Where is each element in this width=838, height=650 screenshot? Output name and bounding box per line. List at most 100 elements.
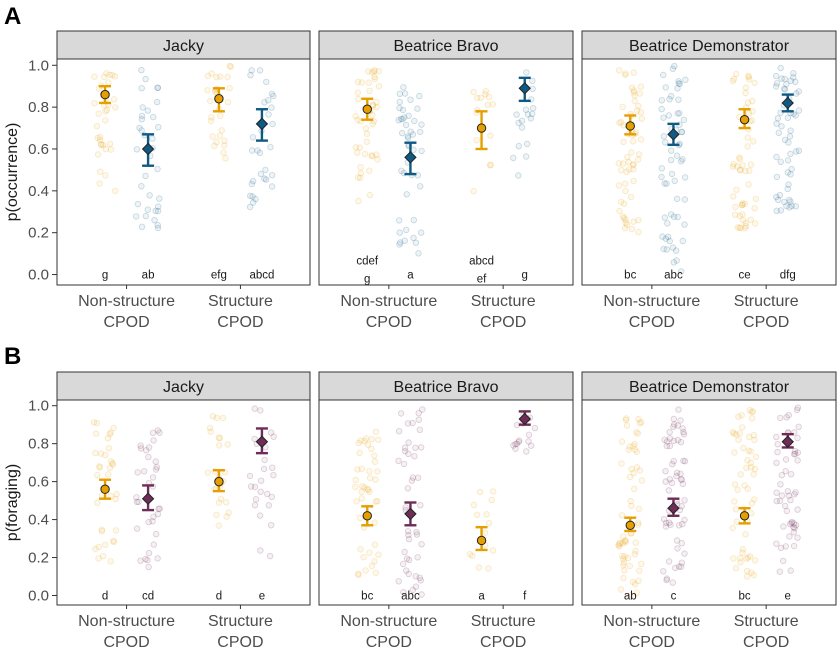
raw-point — [745, 447, 752, 454]
raw-point — [110, 538, 117, 546]
raw-point — [776, 568, 783, 575]
raw-point — [92, 449, 99, 457]
raw-point — [675, 96, 682, 103]
raw-point — [792, 489, 799, 496]
mean-point — [781, 96, 794, 110]
raw-point — [371, 67, 378, 74]
raw-point — [795, 88, 802, 95]
raw-point — [773, 433, 780, 441]
raw-point — [732, 506, 740, 513]
raw-point — [403, 555, 411, 562]
raw-point — [400, 460, 408, 468]
raw-point — [362, 125, 370, 132]
raw-point — [617, 586, 625, 593]
raw-points — [470, 87, 496, 195]
raw-point — [106, 464, 114, 471]
raw-point — [403, 226, 410, 234]
raw-point — [154, 203, 162, 210]
raw-point — [787, 171, 794, 178]
raw-point — [670, 213, 678, 220]
y-tick-label: 0.0 — [28, 588, 49, 605]
significance-label: abc — [401, 591, 420, 603]
raw-point — [681, 458, 689, 465]
raw-point — [103, 69, 110, 77]
raw-point — [782, 456, 790, 463]
raw-point — [628, 149, 635, 156]
raw-point — [680, 116, 688, 123]
raw-point — [96, 133, 104, 141]
raw-point — [414, 105, 421, 112]
x-tick-label: Structure — [208, 613, 273, 630]
raw-point — [257, 477, 265, 484]
raw-point — [149, 135, 156, 142]
raw-point — [788, 519, 795, 527]
raw-point — [489, 101, 496, 108]
raw-point — [470, 88, 477, 96]
raw-point — [140, 468, 148, 475]
raw-point — [375, 67, 382, 75]
raw-point — [410, 234, 417, 242]
raw-point — [510, 442, 517, 449]
raw-point — [144, 556, 151, 564]
raw-point — [675, 563, 683, 570]
raw-point — [677, 438, 685, 446]
raw-point — [658, 105, 665, 113]
raw-point — [357, 169, 365, 177]
raw-point — [405, 535, 413, 543]
raw-point — [637, 136, 645, 143]
raw-point — [635, 156, 642, 163]
raw-point — [95, 543, 102, 551]
raw-point — [790, 524, 797, 531]
raw-point — [790, 520, 798, 527]
raw-point — [371, 75, 379, 83]
x-tick-label-line2: CPOD — [743, 634, 789, 650]
raw-point — [113, 490, 120, 498]
raw-point — [673, 152, 681, 159]
raw-point — [620, 559, 628, 566]
raw-point — [664, 233, 672, 240]
raw-point — [396, 98, 403, 106]
raw-point — [525, 431, 533, 438]
raw-point — [102, 451, 109, 459]
raw-point — [665, 487, 673, 494]
raw-point — [616, 540, 623, 548]
raw-point — [368, 445, 375, 453]
raw-point — [670, 415, 677, 423]
raw-point — [787, 471, 795, 478]
raw-point — [736, 224, 743, 231]
raw-point — [681, 174, 689, 181]
raw-point — [354, 89, 361, 96]
raw-point — [744, 143, 751, 150]
raw-point — [736, 430, 744, 437]
raw-point — [734, 163, 741, 170]
raw-point — [477, 94, 484, 101]
raw-point — [154, 84, 162, 91]
raw-point — [397, 410, 405, 417]
raw-point — [224, 441, 231, 448]
raw-point — [745, 72, 752, 79]
raw-point — [354, 116, 361, 124]
raw-point — [628, 225, 636, 233]
raw-point — [207, 428, 214, 435]
raw-point — [405, 531, 412, 539]
raw-point — [98, 141, 105, 149]
raw-point — [739, 201, 746, 208]
raw-point — [249, 193, 256, 200]
raw-point — [266, 552, 274, 560]
raw-point — [510, 154, 517, 162]
raw-point — [94, 151, 102, 158]
raw-point — [784, 157, 792, 164]
raw-point — [785, 412, 792, 419]
raw-point — [256, 512, 264, 519]
raw-point — [91, 99, 98, 107]
raw-point — [619, 552, 626, 560]
raw-point — [636, 467, 644, 474]
raw-point — [619, 160, 627, 167]
raw-point — [204, 87, 211, 94]
raw-point — [369, 101, 377, 109]
x-tick-label-line2: CPOD — [103, 634, 149, 650]
raw-point — [371, 558, 378, 565]
raw-point — [735, 413, 742, 420]
raw-point — [154, 224, 162, 232]
facet-panel — [318, 58, 574, 286]
